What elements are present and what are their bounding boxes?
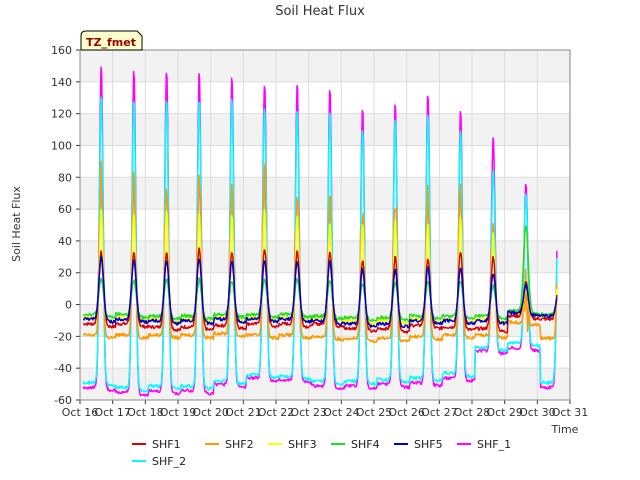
legend-label-shf4: SHF4: [351, 438, 380, 451]
x-tick-label: Oct 22: [258, 406, 295, 419]
x-tick-label: Oct 18: [127, 406, 164, 419]
x-tick-label: Oct 28: [454, 406, 491, 419]
y-tick-label: -40: [54, 362, 72, 375]
plot-band: [80, 272, 570, 305]
legend-label-shf2: SHF2: [225, 438, 254, 451]
series-line-shf-2: [82, 96, 558, 393]
plot-frame: [79, 49, 571, 401]
y-tick-label: -60: [54, 394, 72, 407]
y-tick-label: 40: [58, 235, 72, 248]
chart-title: Soil Heat Flux: [275, 4, 365, 19]
x-tick-label: Oct 30: [519, 406, 556, 419]
legend-label-shf3: SHF3: [288, 438, 317, 451]
series-line-shf5: [82, 255, 558, 329]
x-tick-label: Oct 19: [160, 406, 197, 419]
series-lines: [82, 66, 558, 397]
site-badge-box: [80, 30, 143, 51]
y-tick-label: 0: [65, 299, 72, 312]
x-axis-title: Time: [551, 423, 579, 436]
x-tick-label: Oct 24: [323, 406, 360, 419]
plot-band: [80, 209, 570, 241]
series-line-shf2: [82, 160, 558, 344]
site-badge-label: TZ_fmet: [86, 36, 136, 49]
site-badge: TZ_fmet: [80, 30, 143, 51]
x-tick-label: Oct 20: [192, 406, 229, 419]
plot-band: [80, 81, 570, 114]
x-tick-label: Oct 16: [62, 406, 99, 419]
x-tick-label: Oct 25: [356, 406, 393, 419]
legend-label-shf-1: SHF_1: [477, 438, 511, 451]
y-tick-label: 60: [58, 203, 72, 216]
legend-label-shf5: SHF5: [414, 438, 443, 451]
y-tick-label: 20: [58, 267, 72, 280]
y-axis-title: Soil Heat Flux: [10, 186, 23, 262]
plot-band: [80, 145, 570, 178]
plot-band: [80, 177, 570, 210]
y-tick-label: 120: [51, 108, 72, 121]
y-tick-label: 100: [51, 139, 72, 152]
x-tick-label: Oct 23: [290, 406, 327, 419]
plot-band: [80, 50, 570, 82]
legend-label-shf-2: SHF_2: [152, 455, 186, 468]
legend: SHF1 SHF2 SHF3 SHF4 SHF5 SHF_1 SHF_2: [132, 438, 511, 468]
legend-label-shf1: SHF1: [152, 438, 181, 451]
plot-band: [80, 240, 570, 273]
x-tick-label: Oct 31: [552, 406, 589, 419]
x-tick-label: Oct 17: [94, 406, 131, 419]
y-tick-label: 80: [58, 171, 72, 184]
plot-background: [80, 50, 570, 400]
y-tick-label: 160: [51, 44, 72, 57]
x-tick-label: Oct 29: [486, 406, 523, 419]
y-tick-label: -20: [54, 330, 72, 343]
x-tick-label: Oct 21: [225, 406, 262, 419]
x-tick-label: Oct 27: [421, 406, 458, 419]
plot-band: [80, 113, 570, 146]
y-tick-label: 140: [51, 76, 72, 89]
x-tick-label: Oct 26: [388, 406, 425, 419]
